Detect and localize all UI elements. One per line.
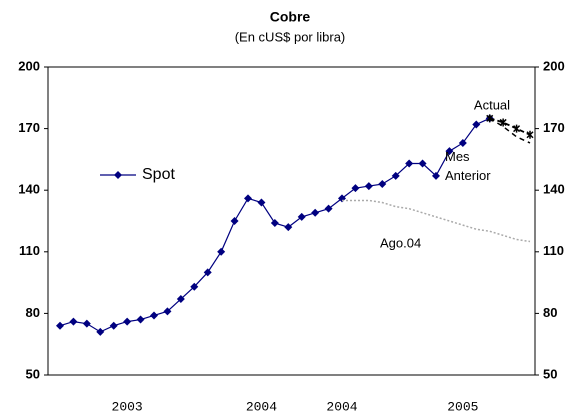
x-tick-label: 2004	[246, 399, 277, 412]
data-point	[351, 184, 360, 193]
series-label: Mes Anterior	[445, 149, 491, 183]
data-point	[96, 327, 105, 336]
data-point	[445, 147, 454, 156]
data-point	[297, 212, 306, 221]
y2-tick-label: 80	[543, 305, 557, 320]
data-point	[176, 295, 185, 304]
data-point	[391, 171, 400, 180]
y-tick-label: 50	[26, 366, 40, 381]
data-point	[257, 198, 266, 207]
y-tick-label: 80	[26, 305, 40, 320]
data-point	[69, 317, 78, 326]
data-point	[150, 311, 158, 320]
y2-tick-label: 170	[543, 120, 565, 135]
data-point	[324, 204, 333, 213]
data-point	[418, 159, 427, 168]
x-tick-label: 2005	[447, 399, 478, 412]
series-label: Actual	[474, 97, 510, 112]
series-label-line: Anterior	[445, 168, 491, 183]
series-line	[342, 199, 531, 243]
data-point	[526, 130, 534, 139]
y-tick-label: 200	[18, 58, 40, 73]
series-line	[489, 117, 531, 144]
y2-tick-label: 50	[543, 366, 557, 381]
data-point	[244, 194, 252, 203]
y-tick-label: 170	[18, 120, 40, 135]
data-point	[136, 315, 145, 324]
legend-marker	[114, 171, 122, 179]
series-label-line: Mes	[445, 149, 470, 164]
data-point	[82, 319, 91, 328]
data-point	[270, 219, 279, 228]
y2-tick-label: 200	[543, 58, 565, 73]
y-tick-label: 110	[19, 243, 40, 258]
y2-tick-label: 110	[543, 243, 564, 258]
data-point	[56, 321, 64, 330]
data-point	[405, 159, 414, 168]
data-point	[364, 182, 373, 191]
data-point	[284, 223, 293, 232]
x-tick-label: 2004	[326, 399, 357, 412]
data-point	[109, 321, 118, 330]
data-point	[203, 268, 212, 277]
series-label: Ago.04	[380, 235, 421, 250]
chart-subtitle: (En cUS$ por libra)	[235, 29, 346, 44]
chart-title: Cobre	[270, 9, 311, 25]
series-line	[489, 117, 531, 136]
data-point	[499, 118, 507, 127]
data-point	[311, 208, 320, 217]
data-point	[472, 120, 481, 129]
data-point	[458, 138, 467, 147]
data-point	[378, 180, 387, 189]
data-point	[163, 307, 172, 316]
data-point	[190, 282, 199, 291]
y2-tick-label: 140	[543, 182, 565, 197]
data-point	[432, 171, 440, 180]
x-tick-label: 2003	[112, 399, 143, 412]
plot-frame	[47, 66, 536, 376]
data-point	[123, 317, 132, 326]
data-point	[230, 217, 239, 225]
data-point	[513, 124, 521, 133]
data-point	[217, 247, 226, 256]
y-tick-label: 140	[18, 182, 40, 197]
legend-label: Spot	[142, 166, 175, 183]
